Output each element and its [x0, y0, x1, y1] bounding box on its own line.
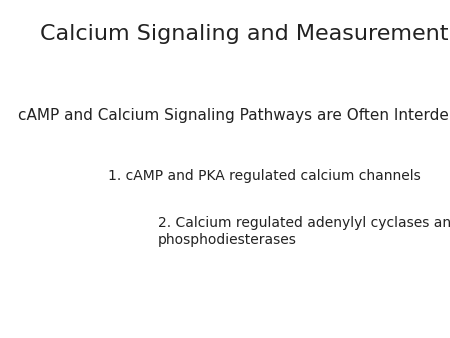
Text: Calcium Signaling and Measurement: Calcium Signaling and Measurement	[40, 24, 449, 44]
Text: cAMP and Calcium Signaling Pathways are Often Interdependent: cAMP and Calcium Signaling Pathways are …	[18, 108, 450, 123]
Text: 2. Calcium regulated adenylyl cyclases and
phosphodiesterases: 2. Calcium regulated adenylyl cyclases a…	[158, 216, 450, 246]
Text: 1. cAMP and PKA regulated calcium channels: 1. cAMP and PKA regulated calcium channe…	[108, 169, 421, 183]
